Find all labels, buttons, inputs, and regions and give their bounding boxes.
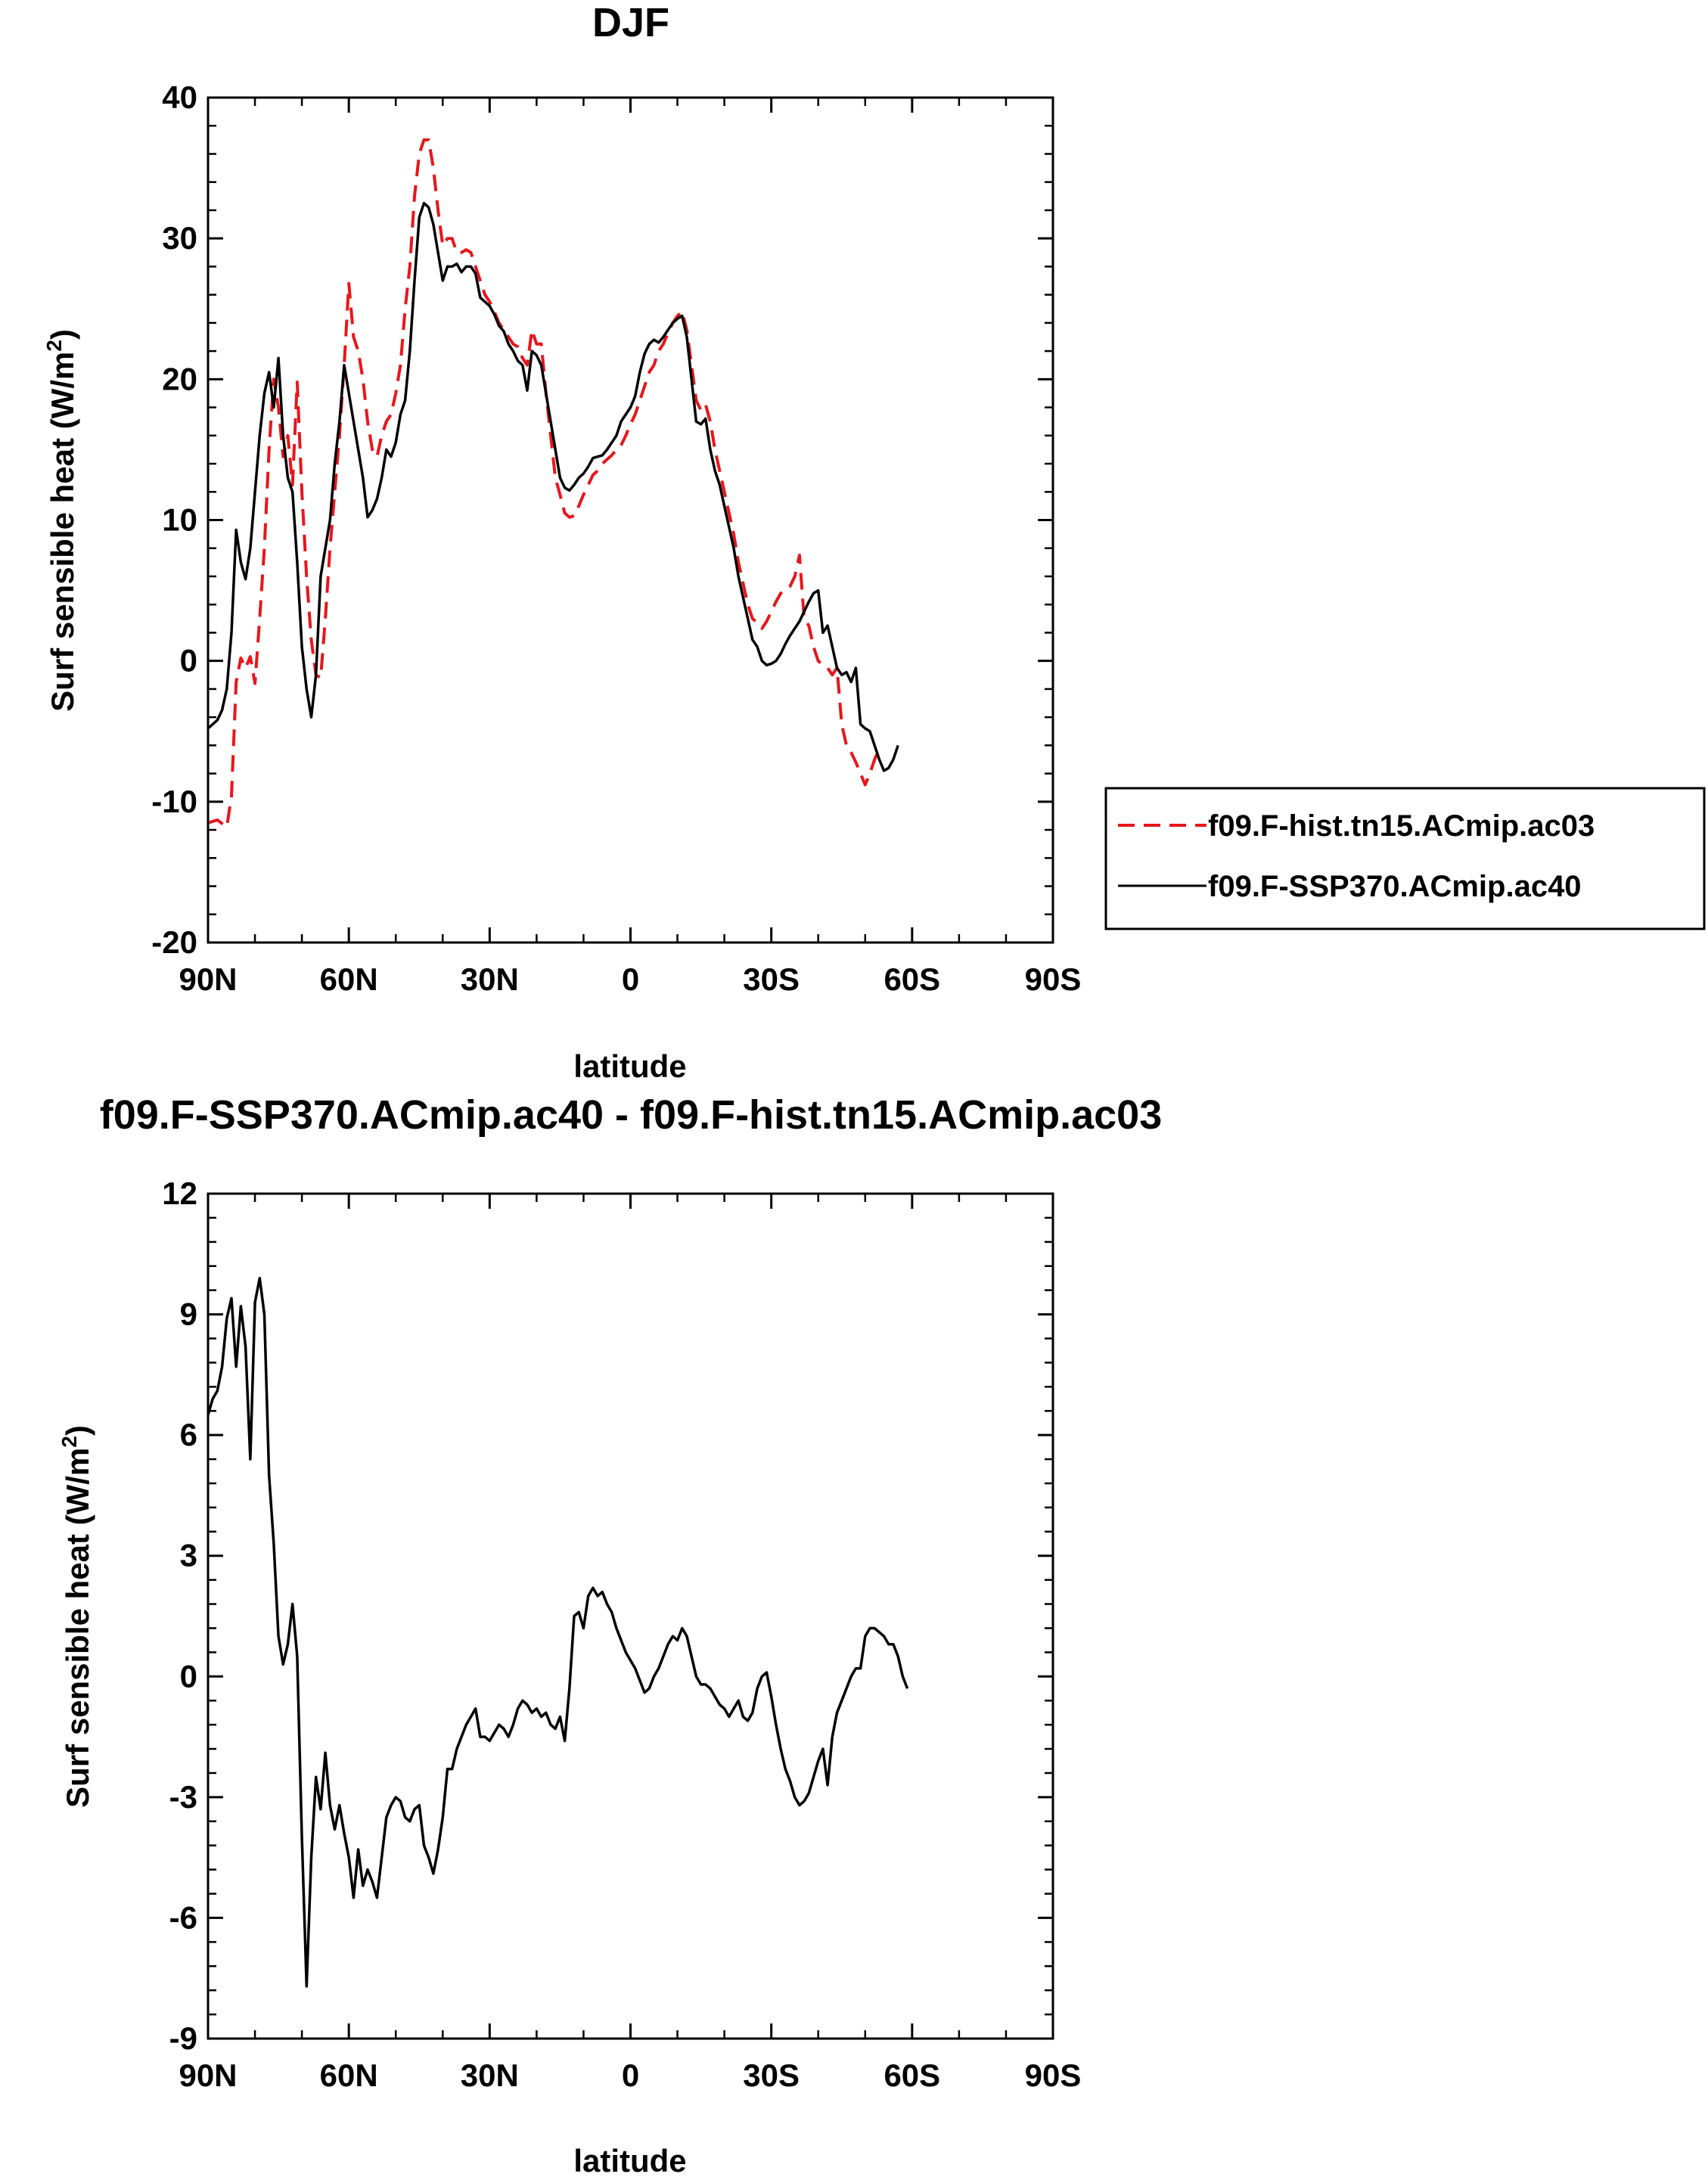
bottom-chart-frame (207, 1192, 1054, 2040)
bottom-chart-y-tick-label: -3 (169, 1779, 197, 1815)
bottom-chart-series (207, 1276, 909, 1988)
top-chart-y-axis-label-end: ) (45, 329, 80, 340)
top-chart-series (207, 138, 899, 829)
bottom-chart-series-line-0 (207, 1276, 909, 1988)
top-chart-series-line-1 (207, 201, 899, 772)
legend-label-hist: f09.F-hist.tn15.ACmip.ac03 (1208, 809, 1595, 843)
bottom-chart-x-tick-label: 30S (743, 2057, 800, 2093)
top-chart-y-axis-label-superscript: 2 (42, 340, 66, 352)
bottom-chart-y-tick-label: -6 (169, 1899, 197, 1935)
bottom-chart-y-tick-label: 0 (180, 1658, 197, 1694)
bottom-chart-y-axis-label: Surf sensible heat (W/m2) (57, 1425, 95, 1808)
top-chart-x-tick-label: 90N (179, 961, 237, 997)
top-chart-y-tick-label: 30 (162, 220, 197, 256)
bottom-chart-x-tick-label: 60S (884, 2057, 940, 2093)
top-chart-y-axis-label: Surf sensible heat (W/m2) (42, 329, 80, 712)
top-chart-y-tick-label: 10 (162, 502, 197, 538)
bottom-chart-y-tick-label: 12 (162, 1175, 197, 1211)
bottom-chart-x-tick-label: 90N (179, 2057, 237, 2093)
bottom-chart-x-tick-label: 0 (622, 2057, 639, 2093)
top-chart-x-tick-label: 30S (743, 961, 800, 997)
top-chart-frame (207, 96, 1054, 944)
top-chart-x-tick-label: 30N (461, 961, 519, 997)
bottom-chart-y-axis-label-text: Surf sensible heat (W/m (60, 1448, 95, 1808)
top-chart-title: DJF (592, 0, 669, 45)
top-chart-x-axis-label: latitude (573, 1048, 686, 1084)
top-chart-x-tick-label: 90S (1025, 961, 1082, 997)
bottom-chart-y-tick-label: 9 (180, 1297, 197, 1332)
bottom-chart-y-axis-label-end: ) (60, 1425, 95, 1436)
bottom-chart-y-tick-label: 6 (180, 1417, 197, 1452)
legend-box (1104, 787, 1706, 930)
bottom-chart-ticks: 90N 60N 30N 0 30S 60S 90S -9 -6 -3 0 3 6 9 12 (162, 1175, 1081, 2093)
top-chart-series-line-0 (207, 138, 881, 829)
top-chart: DJF 90N 60N 30N 0 30S 60S 90S -20 -10 0 10 20 30 40 l… (42, 0, 1706, 1084)
bottom-chart-x-tick-label: 90S (1025, 2057, 1082, 2093)
bottom-chart-x-tick-label: 30N (461, 2057, 519, 2093)
legend: f09.F-hist.tn15.ACmip.ac03 f09.F-SSP370.… (1104, 787, 1706, 930)
top-chart-y-tick-label: 0 (180, 643, 197, 679)
bottom-chart-x-tick-label: 60N (320, 2057, 378, 2093)
top-chart-y-tick-label: 40 (162, 79, 197, 115)
top-chart-y-axis-label-text: Surf sensible heat (W/m (45, 352, 80, 712)
top-chart-x-tick-label: 60S (884, 961, 940, 997)
bottom-chart-y-axis-label-superscript: 2 (57, 1436, 81, 1448)
bottom-chart-x-axis-label: latitude (573, 2143, 686, 2177)
top-chart-x-tick-label: 0 (622, 961, 639, 997)
top-chart-y-tick-label: -20 (151, 924, 197, 960)
legend-label-ssp370: f09.F-SSP370.ACmip.ac40 (1208, 870, 1582, 903)
top-chart-y-tick-label: -10 (151, 784, 197, 819)
bottom-chart: f09.F-SSP370.ACmip.ac40 - f09.F-hist.tn1… (57, 1092, 1162, 2177)
bottom-chart-y-tick-label: 3 (180, 1538, 197, 1573)
bottom-chart-y-tick-label: -9 (169, 2020, 197, 2056)
top-chart-x-tick-label: 60N (320, 961, 378, 997)
top-chart-y-tick-label: 20 (162, 361, 197, 396)
top-chart-ticks: 90N 60N 30N 0 30S 60S 90S -20 -10 0 10 20 30 40 (151, 79, 1081, 997)
bottom-chart-title: f09.F-SSP370.ACmip.ac40 - f09.F-hist.tn1… (100, 1092, 1162, 1138)
